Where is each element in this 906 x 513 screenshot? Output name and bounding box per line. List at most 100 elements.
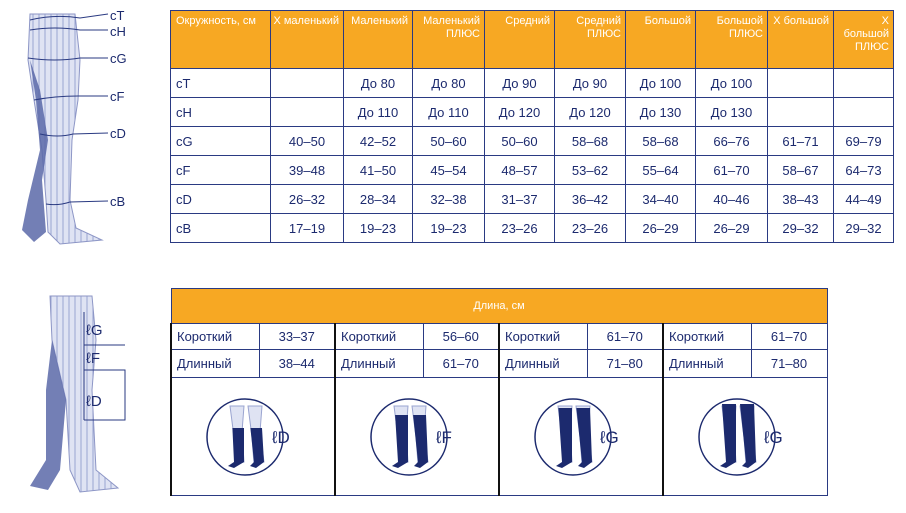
figure-label: cH [110,24,126,39]
length-value: 71–80 [586,349,664,378]
size-cell: До 130 [625,97,696,127]
size-cell: 50–60 [412,126,485,156]
title-row: Длина, см [170,288,828,324]
length-value: 61–70 [422,349,500,378]
row-label: cB [170,213,271,243]
size-row: cF 39–48 41–50 45–54 48–57 53–62 55–64 61–70 58–… [170,155,894,185]
size-cell [833,68,894,98]
size-cell: До 90 [554,68,626,98]
length-value: 61–70 [586,323,664,350]
size-cell: 66–76 [695,126,768,156]
size-cell: 29–32 [767,213,834,243]
size-cell: До 80 [343,68,413,98]
size-cell: До 100 [625,68,696,98]
size-cell: 42–52 [343,126,413,156]
size-cell: 58–68 [625,126,696,156]
row-label: cG [170,126,271,156]
length-value: 56–60 [422,323,500,350]
size-cell: До 130 [695,97,768,127]
figure-label: cT [110,8,125,23]
row-label: cT [170,68,271,98]
size-cell: 36–42 [554,184,626,214]
leg-icon [698,398,776,476]
leg2-back [30,340,66,490]
size-cell: 41–50 [343,155,413,185]
length-label: Короткий [662,323,752,350]
size-cell: 19–23 [343,213,413,243]
size-cell: 26–32 [270,184,344,214]
header-cell: Большой [625,10,696,69]
header-cell: Большой ПЛЮС [695,10,768,69]
length-title: Длина, см [170,288,828,324]
length-table: Длина, см Короткий 33–37 Короткий 56–60 Корот… [170,288,828,496]
header-row: Окружность, см X маленький Маленький Малень… [170,10,894,69]
size-cell: 48–57 [484,155,555,185]
size-cell [833,97,894,127]
size-cell [767,97,834,127]
size-cell [767,68,834,98]
size-cell: До 110 [412,97,485,127]
figures [22,13,126,493]
size-cell: 58–67 [767,155,834,185]
size-cell: До 120 [554,97,626,127]
size-cell: 44–49 [833,184,894,214]
size-table: Окружность, см X маленький Маленький Малень… [170,10,894,243]
size-cell: До 90 [484,68,555,98]
header-cell: Маленький [343,10,413,69]
header-cell: X маленький [270,10,344,69]
figure-label: cD [110,126,126,141]
size-cell: 40–46 [695,184,768,214]
size-row: cD 26–32 28–34 32–38 31–37 36–42 34–40 40–46 38–… [170,184,894,214]
length-label: Длинный [170,349,260,378]
icon-row: ℓD ℓF ℓG ℓG [170,377,828,496]
size-cell: 50–60 [484,126,555,156]
size-cell: 26–29 [695,213,768,243]
size-cell: До 100 [695,68,768,98]
figure-label: cB [110,194,126,209]
size-cell [270,97,344,127]
length-label: Короткий [334,323,424,350]
leg-front [27,13,104,245]
length-value: 71–80 [750,349,828,378]
header-cell: Маленький ПЛЮС [412,10,485,69]
leg-back [22,60,48,242]
leg-icon [534,398,612,476]
size-cell: До 80 [412,68,485,98]
length-label: Длинный [334,349,424,378]
size-cell: 31–37 [484,184,555,214]
length-value: 38–44 [258,349,336,378]
size-row: cB 17–19 19–23 19–23 23–26 23–26 26–29 26–29 29–… [170,213,894,243]
size-cell: 32–38 [412,184,485,214]
figure-label: ℓF [86,350,101,367]
icon-cell: ℓF [334,377,500,496]
length-value: 33–37 [258,323,336,350]
figure-label: ℓD [86,393,102,410]
size-cell [270,68,344,98]
icon-cell: ℓD [170,377,336,496]
size-cell: 53–62 [554,155,626,185]
length-row: Длинный 38–44 Длинный 61–70 Длинный 71–80 Длин… [170,349,828,378]
size-cell: 40–50 [270,126,344,156]
length-label: Длинный [662,349,752,378]
type-label: ℓG [600,428,619,447]
header-cell: Окружность, см [170,10,271,69]
size-cell: 23–26 [484,213,555,243]
length-label: Короткий [498,323,588,350]
size-cell: 38–43 [767,184,834,214]
size-cell: 34–40 [625,184,696,214]
leg-icon [370,398,448,476]
size-cell: 29–32 [833,213,894,243]
icon-cell: ℓG [498,377,664,496]
size-cell: 61–71 [767,126,834,156]
figure-label: cG [110,51,127,66]
size-row: cT До 80 До 80 До 90 До 90 До 100 До 100 [170,68,894,98]
header-cell: Средний [484,10,555,69]
icon-cell: ℓG [661,377,828,496]
size-cell: 61–70 [695,155,768,185]
type-label: ℓD [272,428,290,447]
row-label: cF [170,155,271,185]
header-cell: X большой [767,10,834,69]
size-row: cH До 110 До 110 До 120 До 120 До 130 До 130 [170,97,894,127]
header-cell: X большой ПЛЮС [833,10,894,69]
